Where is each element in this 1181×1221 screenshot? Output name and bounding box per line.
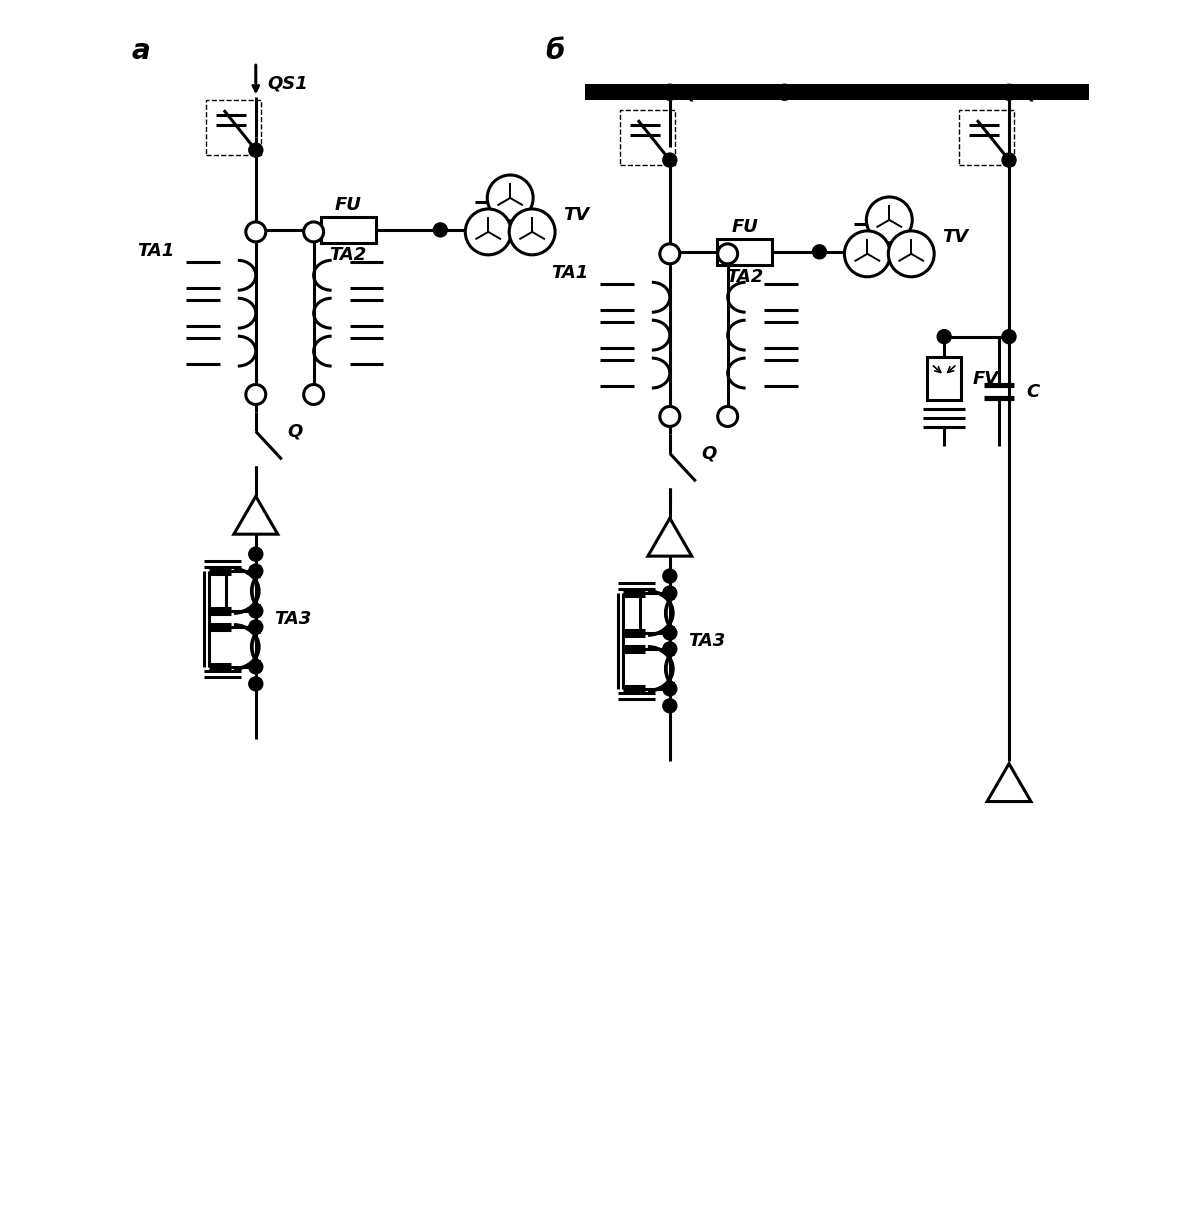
- Circle shape: [888, 231, 934, 277]
- Text: QS2: QS2: [1022, 84, 1062, 103]
- Text: TA2: TA2: [329, 245, 366, 264]
- Circle shape: [661, 84, 678, 100]
- Circle shape: [246, 222, 266, 242]
- Text: TA3: TA3: [274, 610, 311, 628]
- Circle shape: [249, 659, 263, 674]
- Circle shape: [663, 569, 677, 584]
- Circle shape: [663, 153, 677, 167]
- Bar: [205, 100, 261, 155]
- Text: TA1: TA1: [137, 242, 174, 260]
- Text: TA3: TA3: [687, 632, 725, 650]
- Text: FU: FU: [334, 195, 361, 214]
- Circle shape: [304, 385, 324, 404]
- Text: TV: TV: [563, 206, 589, 223]
- Circle shape: [509, 209, 555, 255]
- Text: FU: FU: [731, 217, 758, 236]
- Circle shape: [660, 244, 680, 264]
- Text: TV: TV: [942, 228, 968, 245]
- Circle shape: [465, 209, 511, 255]
- Text: Q: Q: [288, 422, 304, 441]
- Circle shape: [1001, 153, 1016, 167]
- Circle shape: [249, 143, 263, 158]
- Circle shape: [249, 676, 263, 691]
- Circle shape: [249, 223, 263, 237]
- Bar: [959, 110, 1014, 165]
- Circle shape: [718, 407, 738, 426]
- Circle shape: [246, 385, 266, 404]
- Circle shape: [663, 245, 677, 259]
- Circle shape: [249, 547, 263, 562]
- Text: a: a: [132, 38, 150, 66]
- Bar: [717, 239, 772, 265]
- Circle shape: [1001, 330, 1016, 343]
- Circle shape: [663, 642, 677, 656]
- Bar: [320, 217, 376, 243]
- Circle shape: [813, 245, 827, 259]
- Circle shape: [867, 197, 912, 243]
- Text: Q: Q: [702, 444, 717, 463]
- Circle shape: [663, 626, 677, 640]
- Circle shape: [660, 407, 680, 426]
- Text: б: б: [546, 38, 565, 66]
- Circle shape: [488, 175, 533, 221]
- Circle shape: [249, 564, 263, 578]
- Text: C: C: [1026, 382, 1039, 400]
- Circle shape: [249, 604, 263, 618]
- Text: FV: FV: [973, 370, 999, 387]
- Bar: [927, 357, 961, 400]
- Text: QS1: QS1: [681, 84, 723, 103]
- Circle shape: [249, 620, 263, 634]
- Text: QS1: QS1: [268, 74, 308, 93]
- Circle shape: [663, 681, 677, 696]
- Bar: [585, 84, 1089, 100]
- Circle shape: [663, 698, 677, 713]
- Circle shape: [304, 222, 324, 242]
- Circle shape: [777, 84, 792, 100]
- Circle shape: [433, 223, 448, 237]
- Circle shape: [938, 330, 951, 343]
- Circle shape: [663, 586, 677, 600]
- Circle shape: [718, 244, 738, 264]
- Circle shape: [844, 231, 890, 277]
- Bar: [620, 110, 674, 165]
- Circle shape: [1001, 84, 1017, 100]
- Text: TA1: TA1: [550, 264, 588, 282]
- Text: TA2: TA2: [726, 267, 763, 286]
